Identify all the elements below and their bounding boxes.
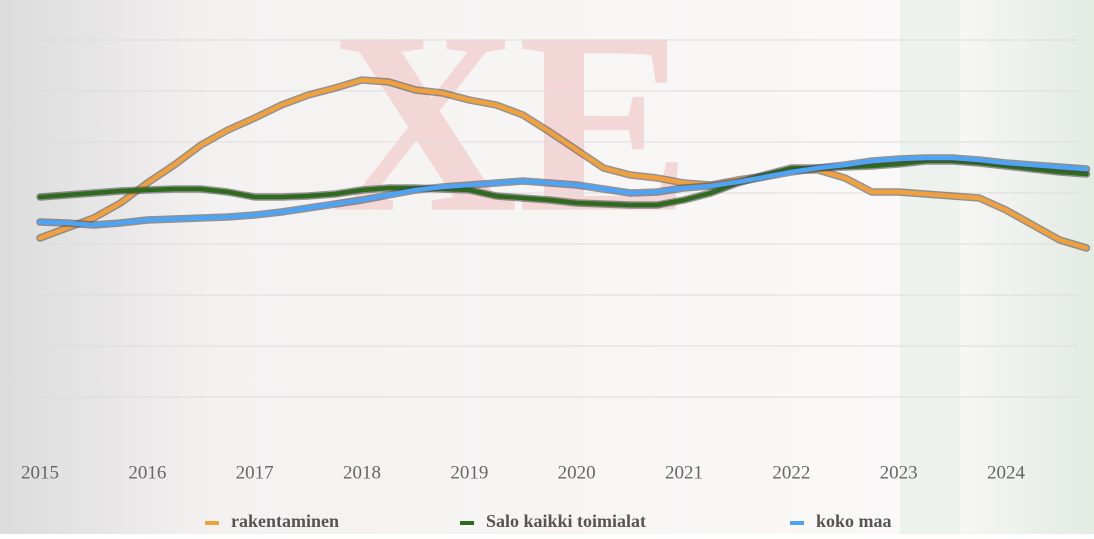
- x-tick-label: 2021: [665, 462, 703, 483]
- legend-label: Salo kaikki toimialat: [486, 511, 646, 531]
- x-tick-label: 2016: [128, 462, 166, 483]
- x-tick-label: 2020: [558, 462, 596, 483]
- line: [37, 158, 1089, 208]
- line: [37, 77, 1089, 251]
- legend-label: rakentaminen: [231, 511, 339, 531]
- x-tick-label: 2023: [880, 462, 918, 483]
- x-tick-label: 2017: [236, 462, 274, 483]
- x-tick-label: 2018: [343, 462, 381, 483]
- background-decoration: [900, 0, 960, 534]
- x-tick-label: 2024: [987, 462, 1026, 483]
- line: [37, 155, 1089, 228]
- x-tick-label: 2022: [772, 462, 810, 483]
- legend-label: koko maa: [816, 511, 892, 531]
- x-tick-label: 2019: [450, 462, 488, 483]
- x-tick-label: 2015: [21, 462, 59, 483]
- background-decoration: XE: [330, 0, 691, 267]
